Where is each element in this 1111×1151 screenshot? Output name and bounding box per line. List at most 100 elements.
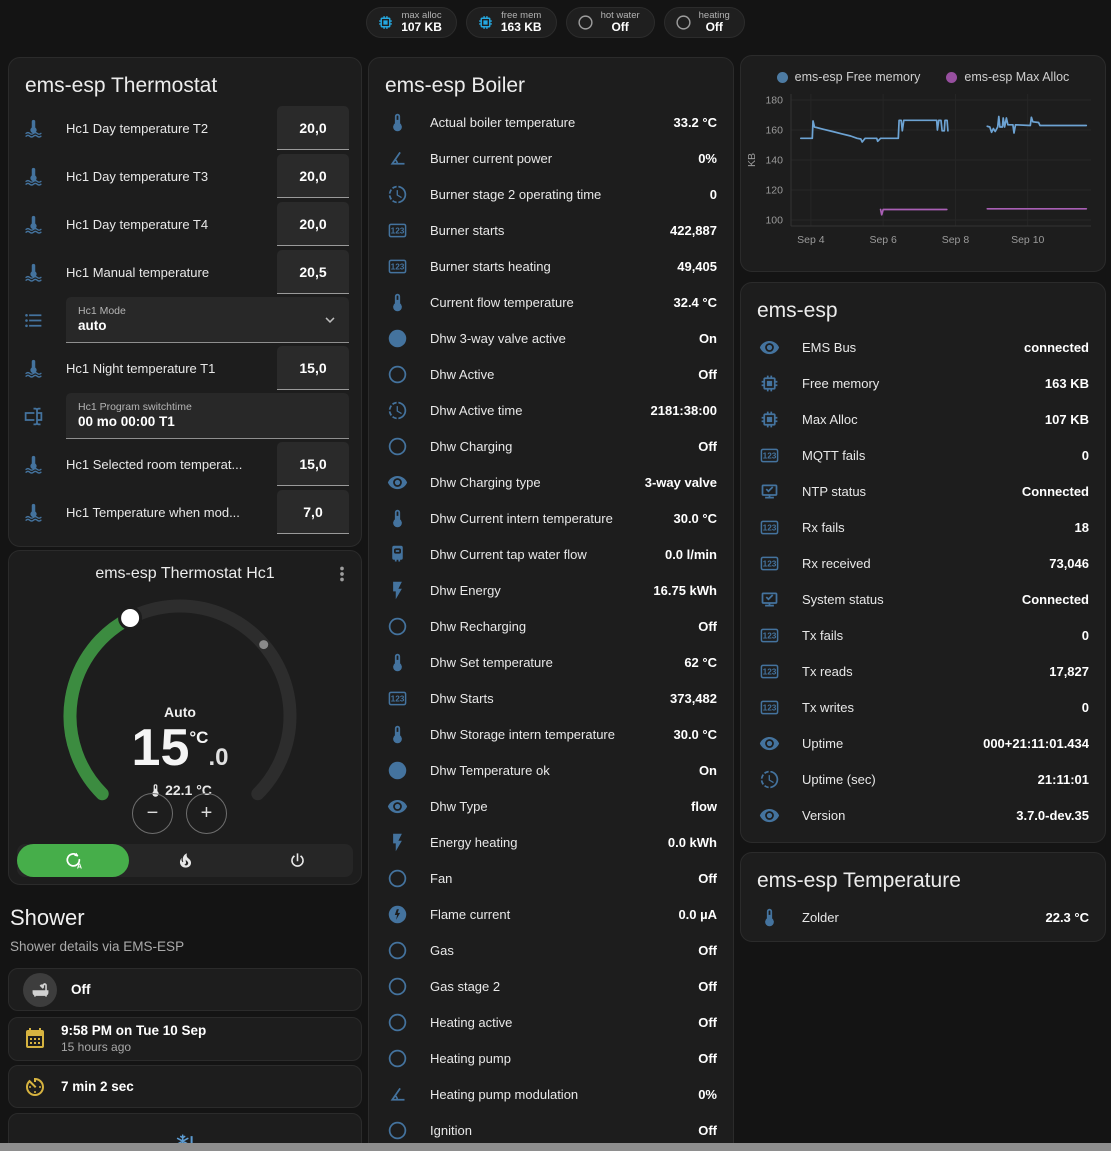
number-input[interactable]: 7,0 xyxy=(277,490,349,534)
entity-row[interactable]: System status Connected xyxy=(741,581,1105,617)
temp-increase-button[interactable]: + xyxy=(186,793,227,834)
entity-row[interactable]: Version 3.7.0-dev.35 xyxy=(741,797,1105,833)
entity-row[interactable]: 123 Tx fails 0 xyxy=(741,617,1105,653)
dial-readout: Auto 15°C.0 22.1 °C xyxy=(50,586,310,846)
entity-row[interactable]: Heating pump modulation 0% xyxy=(369,1076,733,1112)
badge-free-mem[interactable]: free mem 163 KB xyxy=(465,7,557,38)
entity-value: 107 KB xyxy=(1044,411,1089,427)
flash-icon xyxy=(387,832,408,853)
entity-label: NTP status xyxy=(802,483,867,499)
entity-row[interactable]: Current flow temperature 32.4 °C xyxy=(369,284,733,320)
entity-row[interactable]: Free memory 163 KB xyxy=(741,365,1105,401)
entity-row[interactable]: 123 Rx received 73,046 xyxy=(741,545,1105,581)
dial-handle[interactable] xyxy=(118,606,143,630)
card-title: ems-esp xyxy=(757,299,838,322)
entity-label: Zolder xyxy=(802,909,839,925)
svg-text:123: 123 xyxy=(763,630,777,640)
thermometer-water-icon xyxy=(23,166,44,187)
entity-row[interactable]: Heating active Off xyxy=(369,1004,733,1040)
entity-row[interactable]: Uptime 000+21:11:01.434 xyxy=(741,725,1105,761)
entity-row[interactable]: Flame current 0.0 µA xyxy=(369,896,733,932)
entity-row[interactable]: Dhw Active time 2181:38:00 xyxy=(369,392,733,428)
entity-row[interactable]: Ignition Off xyxy=(369,1112,733,1148)
entity-row[interactable]: Hc1 Program switchtime 00 mo 00:00 T1 xyxy=(9,392,361,440)
number-input[interactable]: 20,5 xyxy=(277,250,349,294)
entity-label: Uptime (sec) xyxy=(802,771,876,787)
number-input[interactable]: 15,0 xyxy=(277,442,349,486)
badge-max-alloc[interactable]: max alloc 107 KB xyxy=(366,7,457,38)
entity-row[interactable]: Zolder 22.3 °C xyxy=(741,899,1105,935)
entity-row[interactable]: Gas stage 2 Off xyxy=(369,968,733,1004)
entity-row[interactable]: Dhw Current intern temperature 30.0 °C xyxy=(369,500,733,536)
entity-row[interactable]: Dhw Charging Off xyxy=(369,428,733,464)
entity-row[interactable]: Dhw Recharging Off xyxy=(369,608,733,644)
entity-row[interactable]: Hc1 Night temperature T1 15,0 xyxy=(9,344,361,392)
entity-row[interactable]: Dhw Set temperature 62 °C xyxy=(369,644,733,680)
bottom-scrollbar[interactable] xyxy=(0,1143,1111,1151)
entity-row[interactable]: 123 Burner starts 422,887 xyxy=(369,212,733,248)
item-title: Off xyxy=(71,981,91,997)
calendar-icon xyxy=(23,1027,47,1051)
entity-row[interactable]: Burner stage 2 operating time 0 xyxy=(369,176,733,212)
number-input[interactable]: 20,0 xyxy=(277,154,349,198)
entity-value: flow xyxy=(691,798,717,814)
mode-heat-button[interactable] xyxy=(129,844,241,877)
entity-row[interactable]: 123 Burner starts heating 49,405 xyxy=(369,248,733,284)
entity-row[interactable]: Hc1 Mode auto xyxy=(9,296,361,344)
number-input[interactable]: 20,0 xyxy=(277,106,349,150)
entity-row[interactable]: Hc1 Selected room temperat... 15,0 xyxy=(9,440,361,488)
number-input[interactable]: 20,0 xyxy=(277,202,349,246)
entity-row[interactable]: Dhw Type flow xyxy=(369,788,733,824)
shower-item[interactable]: 7 min 2 sec xyxy=(8,1065,362,1108)
entity-row[interactable]: 123 Tx reads 17,827 xyxy=(741,653,1105,689)
entity-row[interactable]: Dhw Energy 16.75 kWh xyxy=(369,572,733,608)
number-input[interactable]: 15,0 xyxy=(277,346,349,390)
mode-off-button[interactable] xyxy=(241,844,353,877)
entity-row[interactable]: Energy heating 0.0 kWh xyxy=(369,824,733,860)
shower-item[interactable]: 9:58 PM on Tue 10 Sep 15 hours ago xyxy=(8,1017,362,1061)
entity-row[interactable]: Hc1 Manual temperature 20,5 xyxy=(9,248,361,296)
hvac-mode-label: Auto xyxy=(164,704,196,720)
entity-row[interactable]: Dhw Charging type 3-way valve xyxy=(369,464,733,500)
mode-select[interactable]: Hc1 Mode auto xyxy=(66,297,349,343)
entity-row[interactable]: Burner current power 0% xyxy=(369,140,733,176)
entity-row[interactable]: NTP status Connected xyxy=(741,473,1105,509)
entity-row[interactable]: Fan Off xyxy=(369,860,733,896)
bathtub-icon xyxy=(31,980,50,999)
entity-row[interactable]: Hc1 Day temperature T3 20,0 xyxy=(9,152,361,200)
entity-row[interactable]: 123 Rx fails 18 xyxy=(741,509,1105,545)
entity-row[interactable]: Dhw Temperature ok On xyxy=(369,752,733,788)
entity-row[interactable]: EMS Bus connected xyxy=(741,329,1105,365)
entity-row[interactable]: Heating pump Off xyxy=(369,1040,733,1076)
badge-heating[interactable]: heating Off xyxy=(663,7,745,38)
entity-row[interactable]: 123 MQTT fails 0 xyxy=(741,437,1105,473)
form-textbox-icon xyxy=(23,406,44,427)
temp-decrease-button[interactable]: − xyxy=(132,793,173,834)
more-options-icon[interactable] xyxy=(331,563,353,585)
svg-text:KB: KB xyxy=(746,153,758,167)
entity-row[interactable]: Actual boiler temperature 33.2 °C xyxy=(369,104,733,140)
thermostat-dial[interactable] xyxy=(50,586,310,846)
shower-item[interactable]: Off xyxy=(8,968,362,1011)
entity-row[interactable]: Max Alloc 107 KB xyxy=(741,401,1105,437)
text-input[interactable]: Hc1 Program switchtime 00 mo 00:00 T1 xyxy=(66,393,349,439)
mode-auto-button[interactable]: A xyxy=(17,844,129,877)
badge-value: 163 KB xyxy=(500,20,542,35)
entity-row[interactable]: Hc1 Temperature when mod... 7,0 xyxy=(9,488,361,536)
entity-row[interactable]: Dhw 3-way valve active On xyxy=(369,320,733,356)
entity-value: 18 xyxy=(1074,519,1089,535)
legend-item[interactable]: ems-esp Free memory xyxy=(776,70,920,84)
entity-row[interactable]: 123 Dhw Starts 373,482 xyxy=(369,680,733,716)
badge-hot-water[interactable]: hot water Off xyxy=(565,7,655,38)
entity-row[interactable]: Hc1 Day temperature T2 20,0 xyxy=(9,104,361,152)
entity-label: Burner current power xyxy=(430,150,553,166)
entity-row[interactable]: Dhw Active Off xyxy=(369,356,733,392)
thermometer-icon xyxy=(387,292,408,313)
entity-row[interactable]: Gas Off xyxy=(369,932,733,968)
entity-row[interactable]: Dhw Storage intern temperature 30.0 °C xyxy=(369,716,733,752)
entity-row[interactable]: Uptime (sec) 21:11:01 xyxy=(741,761,1105,797)
entity-row[interactable]: Dhw Current tap water flow 0.0 l/min xyxy=(369,536,733,572)
entity-row[interactable]: 123 Tx writes 0 xyxy=(741,689,1105,725)
legend-item[interactable]: ems-esp Max Alloc xyxy=(946,70,1069,84)
entity-row[interactable]: Hc1 Day temperature T4 20,0 xyxy=(9,200,361,248)
